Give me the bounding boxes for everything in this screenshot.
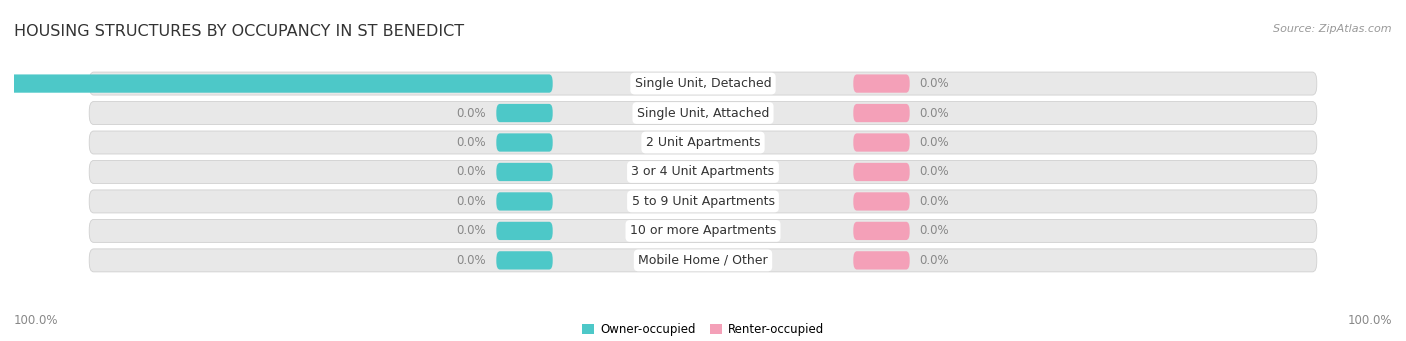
Text: 0.0%: 0.0% [920,254,949,267]
Text: 100.0%: 100.0% [14,314,59,327]
Text: 0.0%: 0.0% [457,254,486,267]
FancyBboxPatch shape [853,163,910,181]
FancyBboxPatch shape [496,192,553,211]
Text: 100.0%: 100.0% [1347,314,1392,327]
FancyBboxPatch shape [89,219,1317,242]
Text: 10 or more Apartments: 10 or more Apartments [630,224,776,237]
FancyBboxPatch shape [496,133,553,152]
Text: 5 to 9 Unit Apartments: 5 to 9 Unit Apartments [631,195,775,208]
FancyBboxPatch shape [496,251,553,269]
Text: 2 Unit Apartments: 2 Unit Apartments [645,136,761,149]
Text: HOUSING STRUCTURES BY OCCUPANCY IN ST BENEDICT: HOUSING STRUCTURES BY OCCUPANCY IN ST BE… [14,24,464,39]
FancyBboxPatch shape [496,104,553,122]
Text: 0.0%: 0.0% [920,195,949,208]
Text: 3 or 4 Unit Apartments: 3 or 4 Unit Apartments [631,165,775,178]
Text: 0.0%: 0.0% [920,136,949,149]
FancyBboxPatch shape [853,74,910,93]
FancyBboxPatch shape [89,102,1317,124]
FancyBboxPatch shape [0,74,553,93]
FancyBboxPatch shape [89,131,1317,154]
Text: 0.0%: 0.0% [457,136,486,149]
Legend: Owner-occupied, Renter-occupied: Owner-occupied, Renter-occupied [582,324,824,337]
FancyBboxPatch shape [853,104,910,122]
Text: 0.0%: 0.0% [920,106,949,120]
FancyBboxPatch shape [89,72,1317,95]
FancyBboxPatch shape [496,222,553,240]
Text: 0.0%: 0.0% [920,224,949,237]
Text: 0.0%: 0.0% [920,165,949,178]
Text: 0.0%: 0.0% [457,224,486,237]
FancyBboxPatch shape [853,133,910,152]
FancyBboxPatch shape [89,249,1317,272]
Text: Single Unit, Attached: Single Unit, Attached [637,106,769,120]
Text: Source: ZipAtlas.com: Source: ZipAtlas.com [1274,24,1392,34]
FancyBboxPatch shape [853,251,910,269]
Text: Single Unit, Detached: Single Unit, Detached [634,77,772,90]
FancyBboxPatch shape [853,192,910,211]
FancyBboxPatch shape [89,161,1317,183]
FancyBboxPatch shape [853,222,910,240]
Text: Mobile Home / Other: Mobile Home / Other [638,254,768,267]
Text: 0.0%: 0.0% [457,195,486,208]
FancyBboxPatch shape [89,190,1317,213]
Text: 0.0%: 0.0% [457,165,486,178]
Text: 0.0%: 0.0% [920,77,949,90]
FancyBboxPatch shape [496,163,553,181]
Text: 0.0%: 0.0% [457,106,486,120]
